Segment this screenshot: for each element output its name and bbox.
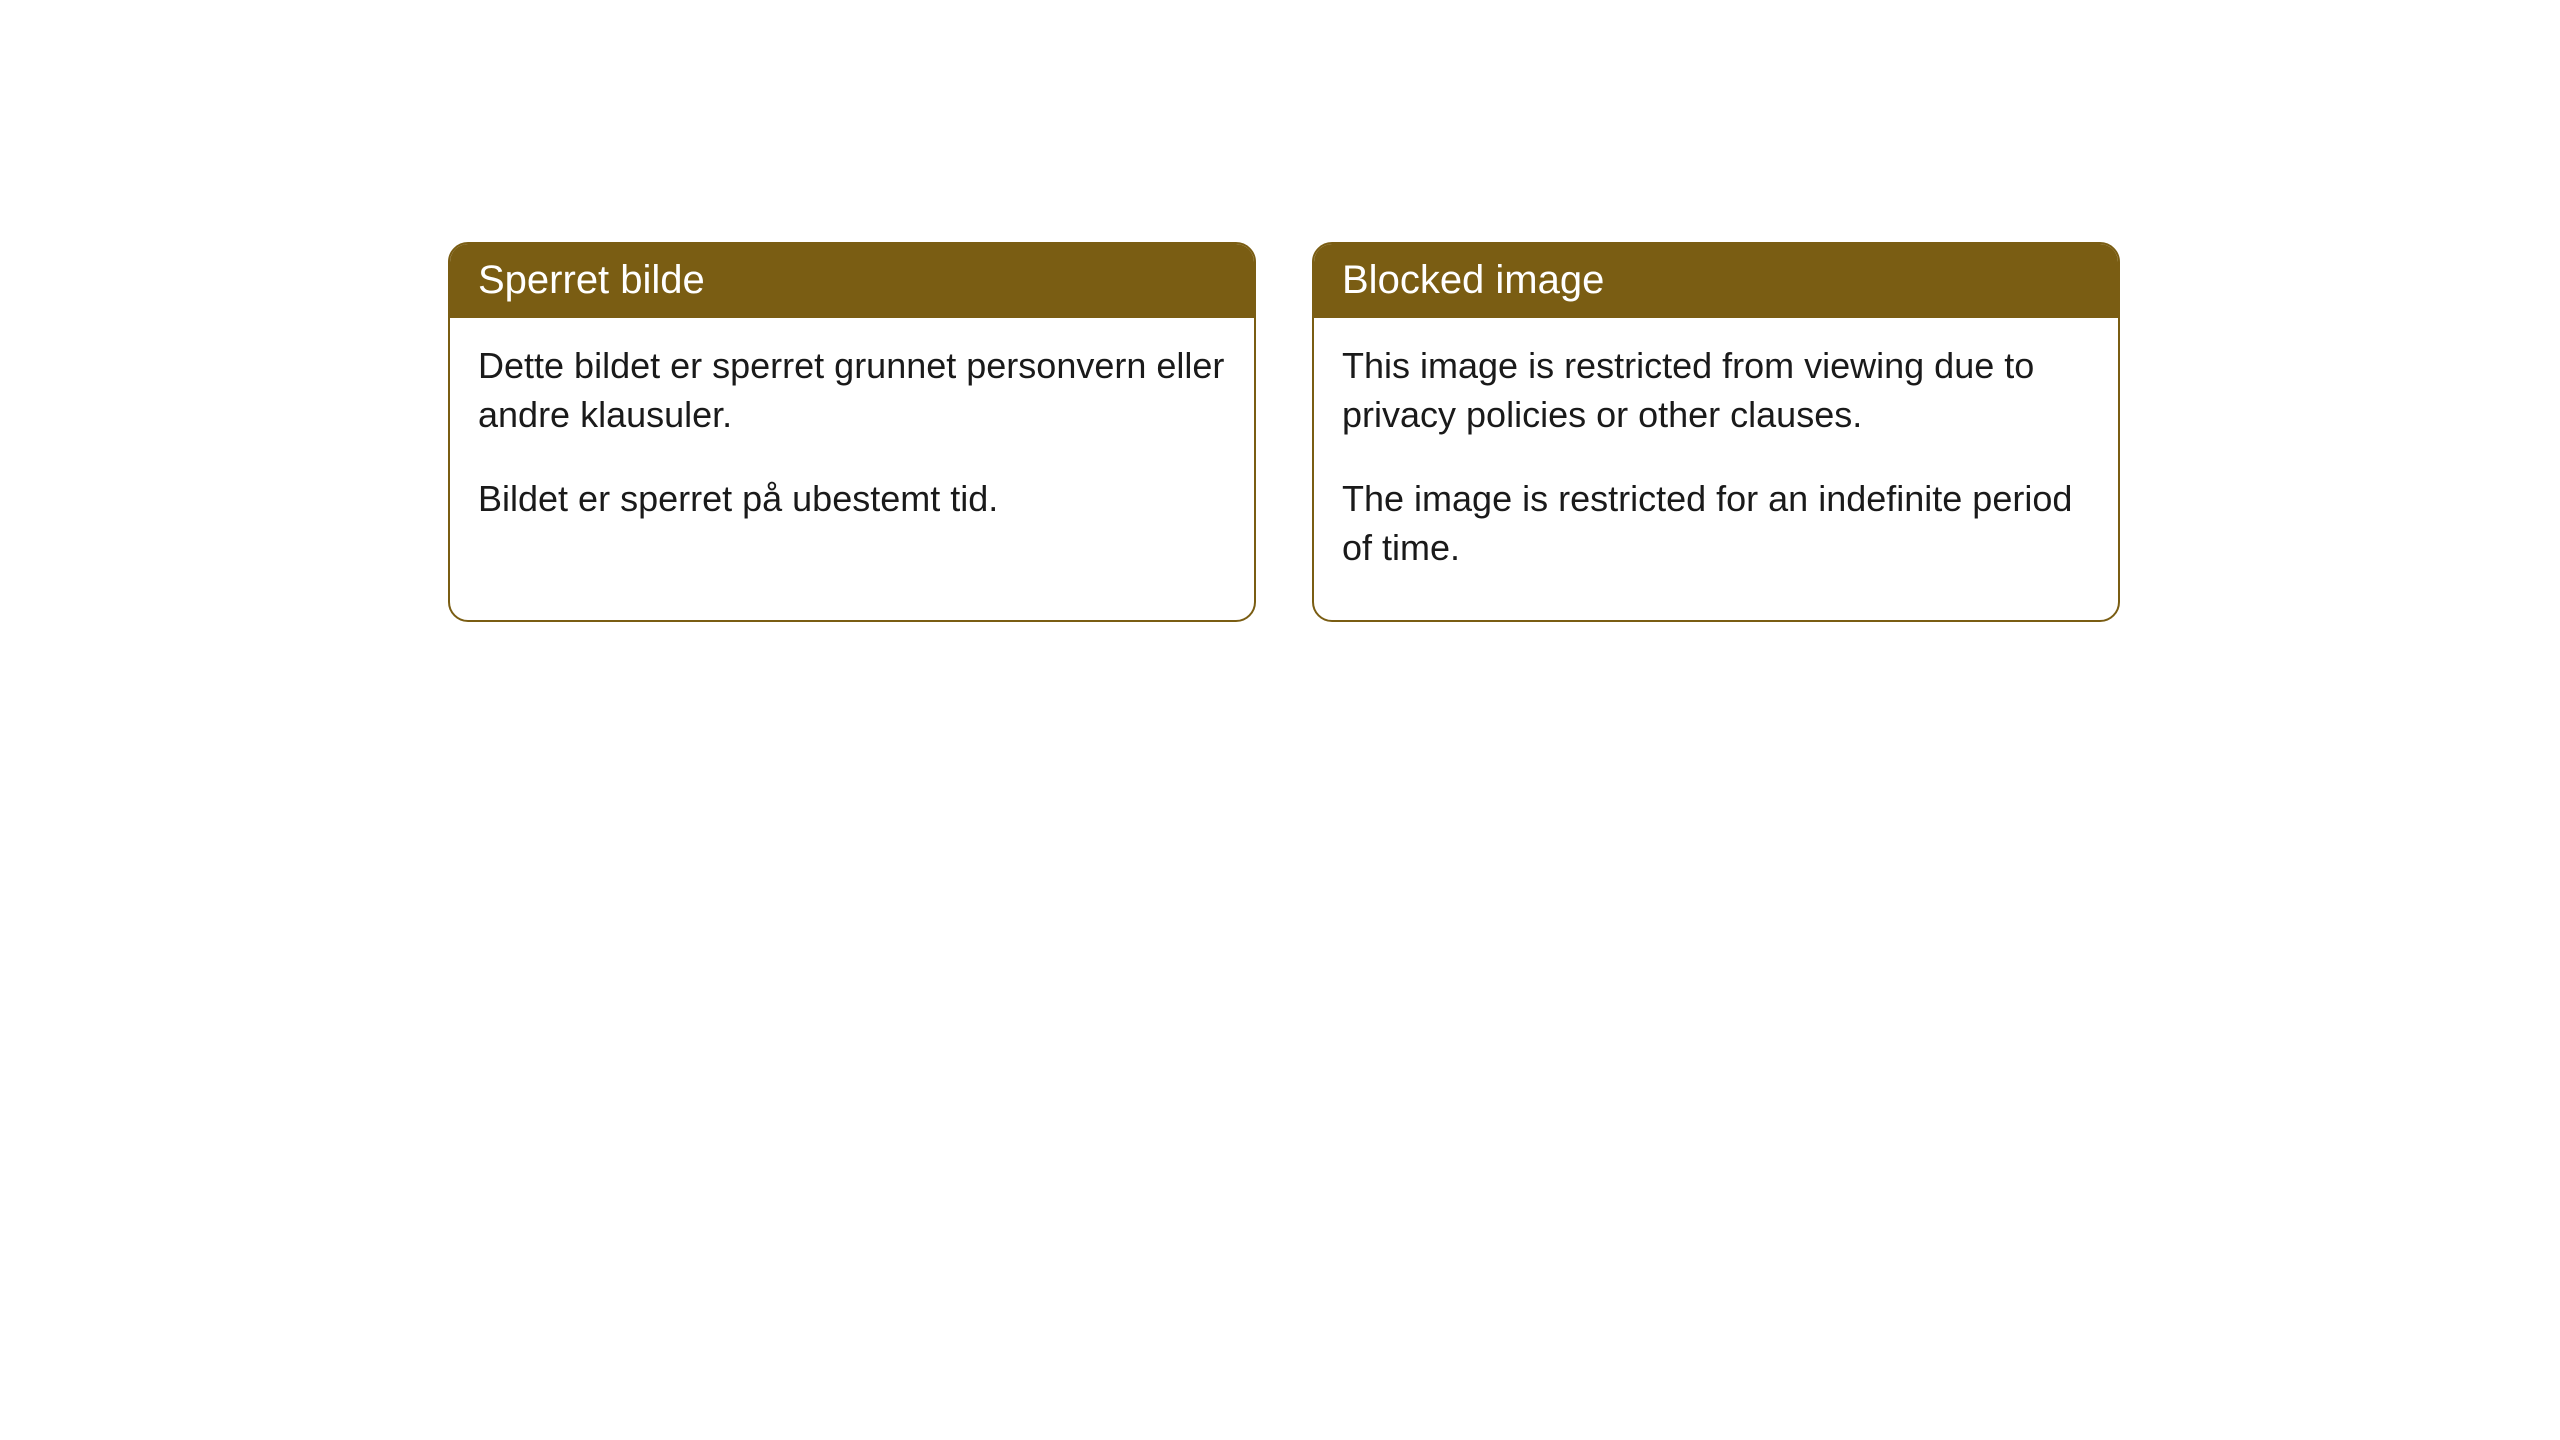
card-paragraph-reason: Dette bildet er sperret grunnet personve… — [478, 342, 1226, 439]
card-paragraph-duration: The image is restricted for an indefinit… — [1342, 475, 2090, 572]
blocked-image-card-norwegian: Sperret bilde Dette bildet er sperret gr… — [448, 242, 1256, 622]
blocked-image-card-english: Blocked image This image is restricted f… — [1312, 242, 2120, 622]
card-body: Dette bildet er sperret grunnet personve… — [450, 318, 1254, 572]
card-header: Blocked image — [1314, 244, 2118, 318]
notice-cards-container: Sperret bilde Dette bildet er sperret gr… — [0, 0, 2560, 622]
card-paragraph-duration: Bildet er sperret på ubestemt tid. — [478, 475, 1226, 524]
card-paragraph-reason: This image is restricted from viewing du… — [1342, 342, 2090, 439]
card-header: Sperret bilde — [450, 244, 1254, 318]
card-body: This image is restricted from viewing du… — [1314, 318, 2118, 620]
